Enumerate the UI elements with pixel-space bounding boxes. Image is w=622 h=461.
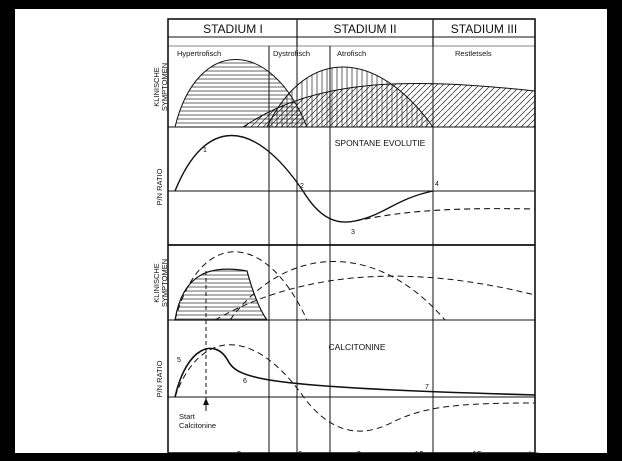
stage-2-label: STADIUM II [333,22,396,36]
calcitonine-title: CALCITONINE [329,342,386,352]
phase-dystrofisch: Dystrofisch [273,49,310,58]
phase-hypertrofisch: Hypertrofisch [177,49,221,58]
stage-1-label: STADIUM I [203,22,263,36]
x-tick-12: 12 [415,450,424,453]
start-arrow-head [203,398,209,405]
x-unit-label: maanden [506,450,539,453]
marker-5: 5 [177,357,181,364]
phase-restletsels: Restletsels [455,49,492,58]
figure-frame: STADIUM I STADIUM II STADIUM III Hypertr… [15,9,607,453]
calcitonine-label: Calcitonine [179,421,216,430]
spontane-evolutie-title: SPONTANE EVOLUTIE [335,138,426,148]
x-tick-3: 3 [237,450,242,453]
pn-curve-spontaneous-dashed [355,209,535,221]
axis-klinische-top-2: SYMPTOMEN [160,63,169,111]
marker-7: 7 [425,384,429,391]
start-label: Start [179,412,196,421]
marker-4: 4 [435,181,439,188]
marker-6: 6 [243,378,247,385]
stadium-diagram: STADIUM I STADIUM II STADIUM III Hypertr… [15,9,607,453]
marker-1: 1 [203,147,207,154]
x-tick-6: 6 [298,450,303,453]
axis-klinische-bottom-2: SYMPTOMEN [160,259,169,307]
phase-atrofisch: Atrofisch [337,49,366,58]
pn-curve-calcitonine [175,348,535,397]
pn-curve-spontaneous [175,136,433,223]
axis-pn-top: P/N RATIO [155,168,164,205]
marker-2: 2 [300,183,304,190]
x-tick-15: 15 [473,450,482,453]
stage-3-label: STADIUM III [451,22,517,36]
marker-3: 3 [351,229,355,236]
x-tick-9: 9 [357,450,362,453]
axis-pn-bottom: P/N RATIO [155,360,164,397]
